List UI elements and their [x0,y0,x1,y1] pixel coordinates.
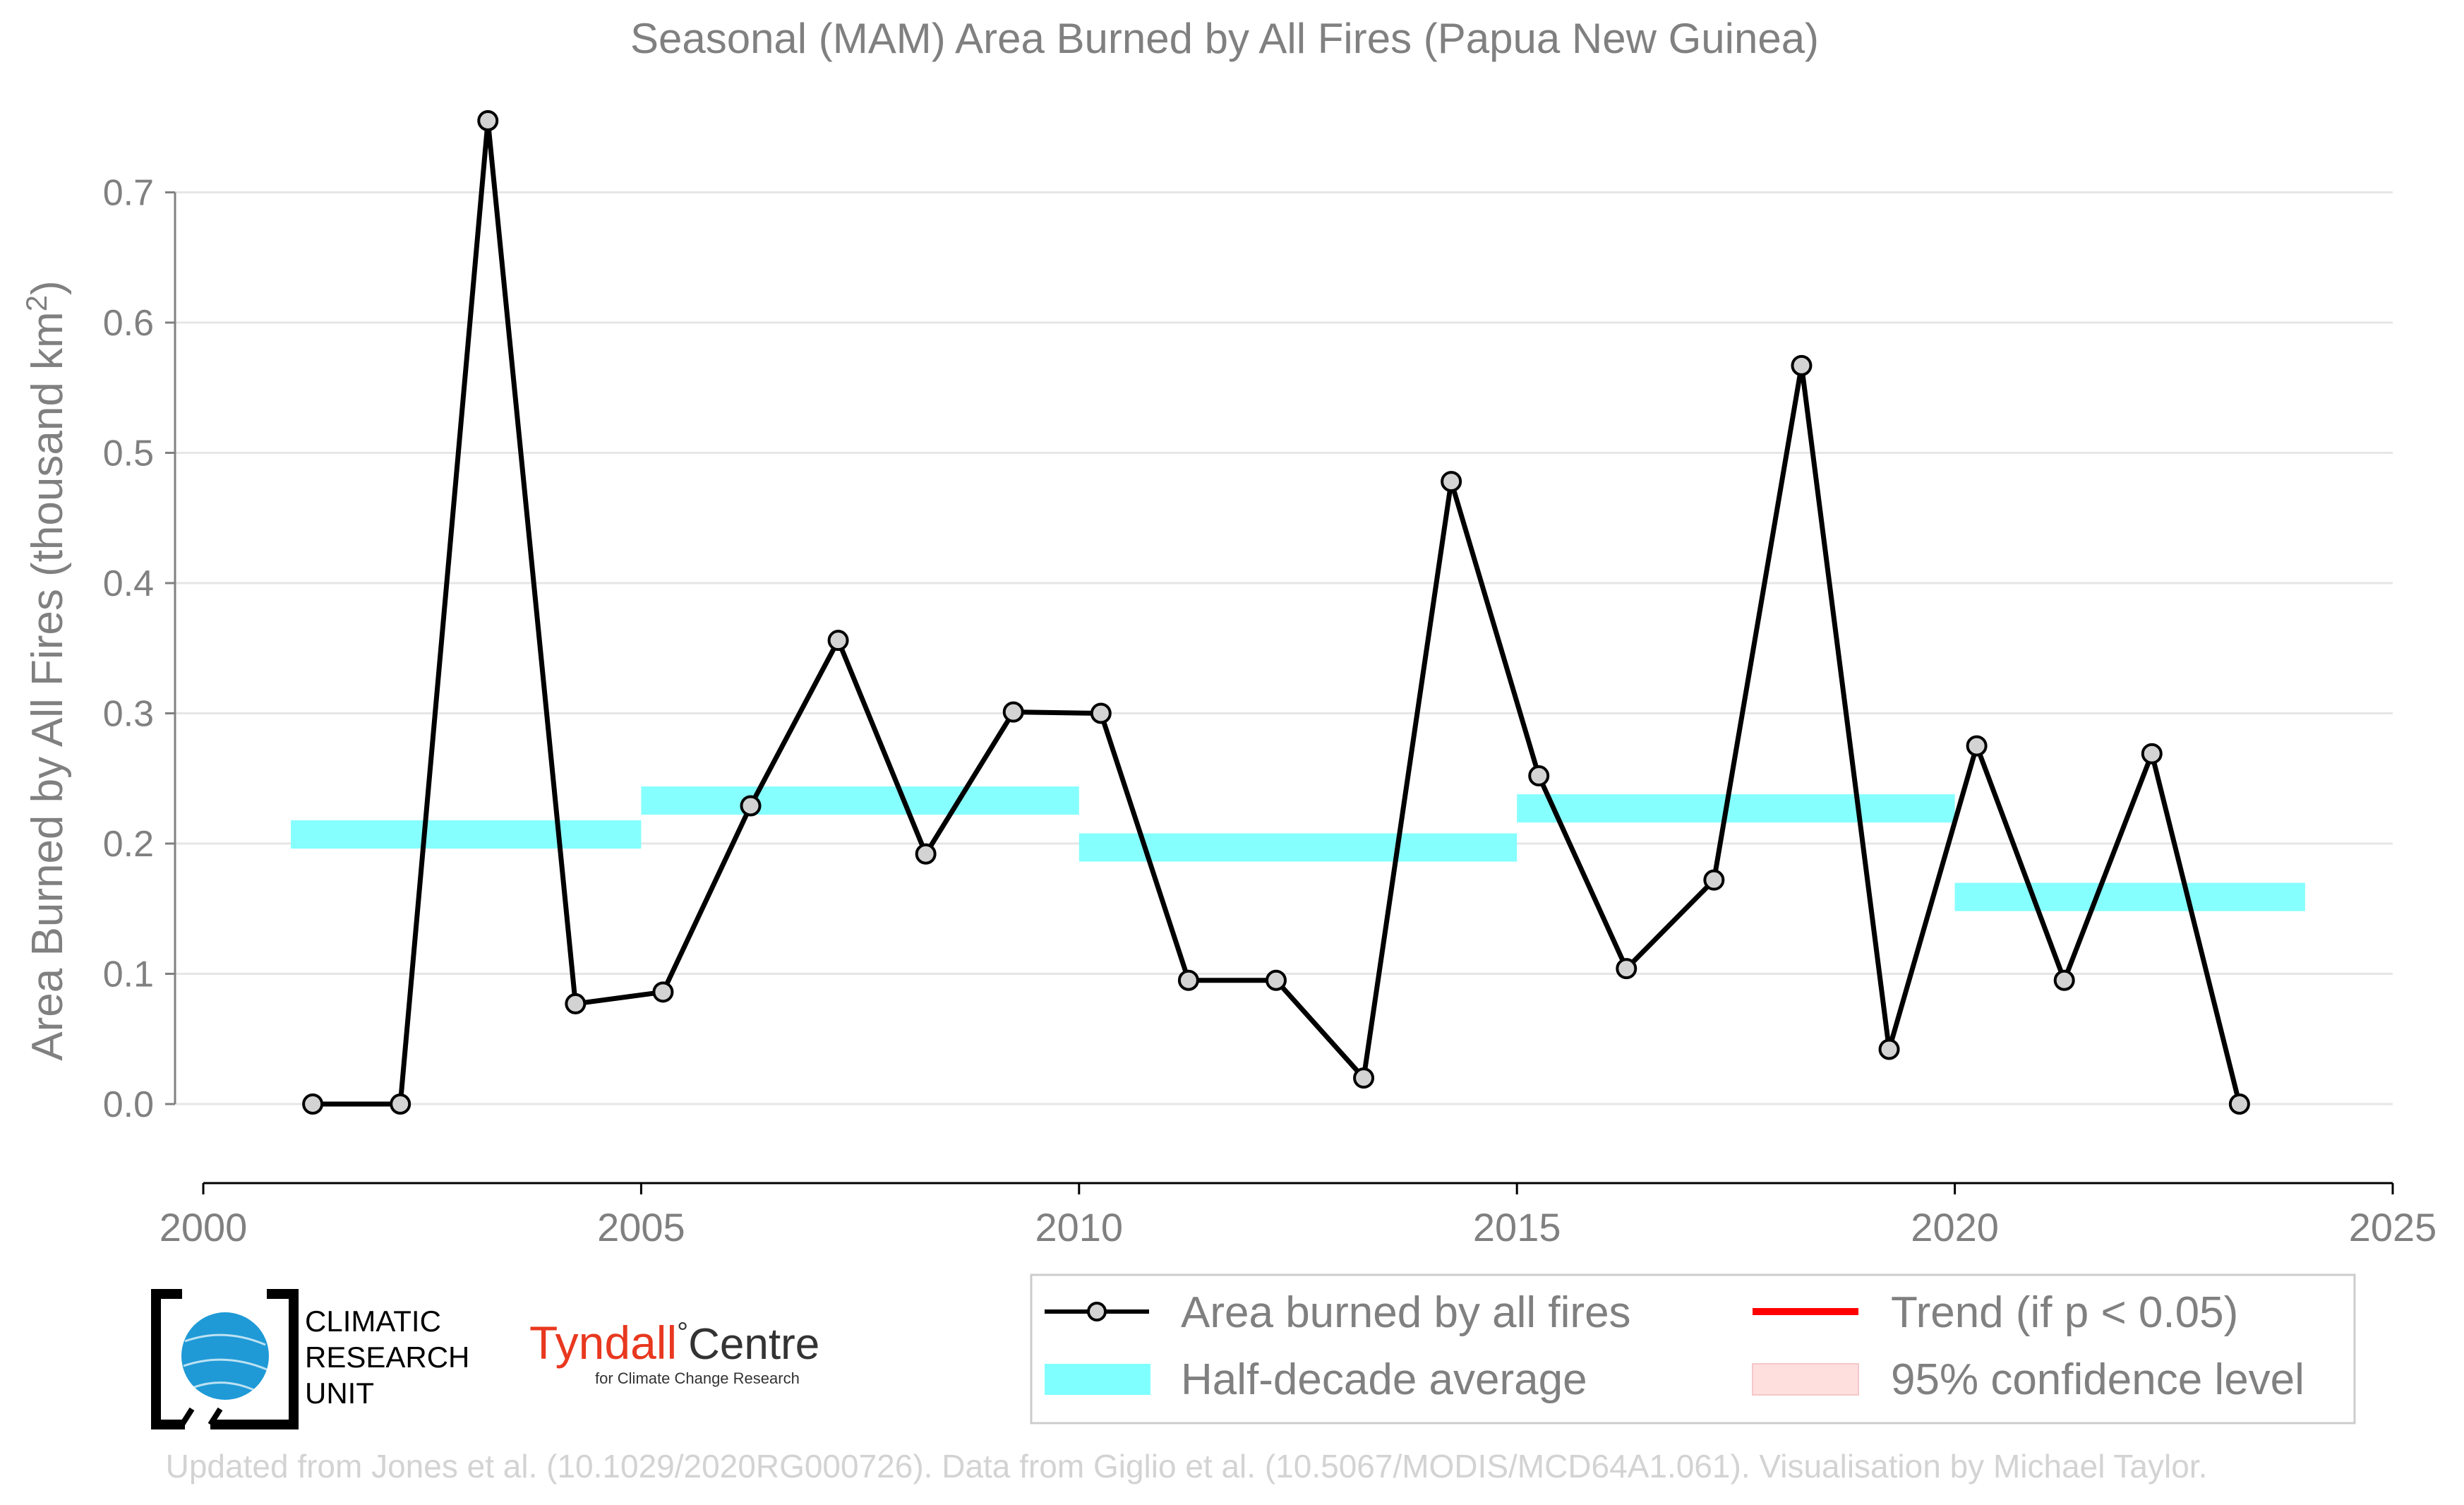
data-credit: Updated from Jones et al. (10.1029/2020R… [166,1448,2208,1485]
data-point [1265,969,1287,991]
cru-bracket-right [210,1289,299,1429]
data-point [390,1093,411,1115]
x-tick-label: 2015 [1473,1205,1561,1249]
half-decade-band [1517,794,1955,823]
legend-label: Area burned by all fires [1181,1288,1631,1337]
data-point [1791,354,1813,376]
half-decade-band [291,820,642,849]
x-tick-label: 2010 [1035,1205,1124,1249]
half-decade-band [1954,882,2305,911]
tyndall-logo: Tyndall°Centre for Climate Change Resear… [529,1317,819,1387]
legend-item-confidence: 95% confidence level [1752,1355,2304,1404]
data-point [1616,958,1637,980]
y-tick-label: 0.4 [103,563,154,604]
data-point [740,795,762,817]
x-tick-label: 2020 [1911,1205,1999,1249]
legend-item-area-burned: Area burned by all fires [1045,1288,1631,1337]
legend-band-icon [1045,1364,1150,1395]
globe-icon [181,1312,269,1400]
data-point [1878,1038,1900,1060]
legend-item-trend: Trend (if p < 0.05) [1753,1288,2238,1337]
x-tick-label: 2005 [597,1205,685,1249]
x-tick-label: 2025 [2349,1205,2437,1249]
series-area-burned [302,110,2250,1115]
legend-marker-icon [1087,1302,1107,1321]
legend-label: 95% confidence level [1891,1355,2304,1404]
data-point [915,843,937,865]
data-point [1090,702,1112,724]
data-point [1353,1067,1375,1089]
data-point [827,630,849,652]
legend-item-half-decade: Half-decade average [1045,1355,1587,1404]
cru-text-line: UNIT [305,1377,374,1410]
data-point [1703,869,1725,891]
legend-label: Trend (if p < 0.05) [1891,1288,2238,1337]
data-point [652,981,674,1003]
data-point [1441,471,1462,493]
cru-bracket-left [151,1289,185,1429]
y-axis: 0.0 0.1 0.2 0.3 0.4 0.5 0.6 0.7 [103,173,176,1125]
legend: Area burned by all fires Trend (if p < 0… [1030,1273,2356,1425]
y-tick-label: 0.3 [103,694,154,735]
tyndall-wordmark: Tyndall°Centre [529,1317,819,1369]
legend-confidence-icon [1752,1363,1859,1396]
data-point [1966,735,1988,757]
half-decade-band [641,786,1079,815]
legend-label: Half-decade average [1181,1355,1587,1404]
data-point [2141,743,2163,765]
data-point [1528,765,1550,787]
y-axis-label: Area Burned by All Fires (thousand km2) [20,280,72,1060]
legend-box [1030,1273,2356,1425]
cru-text-line: RESEARCH [305,1341,469,1374]
half-decade-band [1078,833,1518,862]
data-point [1177,969,1199,991]
data-point [477,110,499,132]
y-tick-label: 0.2 [103,824,154,865]
series-line [313,118,2242,1107]
y-tick-label: 0.5 [103,433,154,474]
y-tick-label: 0.0 [103,1084,154,1125]
data-point [2053,969,2075,991]
y-tick-label: 0.7 [103,173,154,214]
y-tick-label: 0.6 [103,303,154,344]
half-decade-average-bands [291,786,2305,911]
x-axis: 2000 2005 2010 2015 2020 2025 [160,1182,2437,1249]
cru-text-line: CLIMATIC [305,1305,441,1338]
tyndall-subtitle: for Climate Change Research [595,1369,800,1387]
x-tick-label: 2000 [160,1205,248,1249]
cru-logo: CLIMATIC RESEARCH UNIT [151,1289,469,1429]
data-point [1002,701,1024,723]
data-point [2228,1093,2250,1115]
y-tick-label: 0.1 [103,954,154,995]
data-point [302,1093,324,1115]
chart-title: Seasonal (MAM) Area Burned by All Fires … [630,15,1819,62]
data-point [565,993,587,1014]
